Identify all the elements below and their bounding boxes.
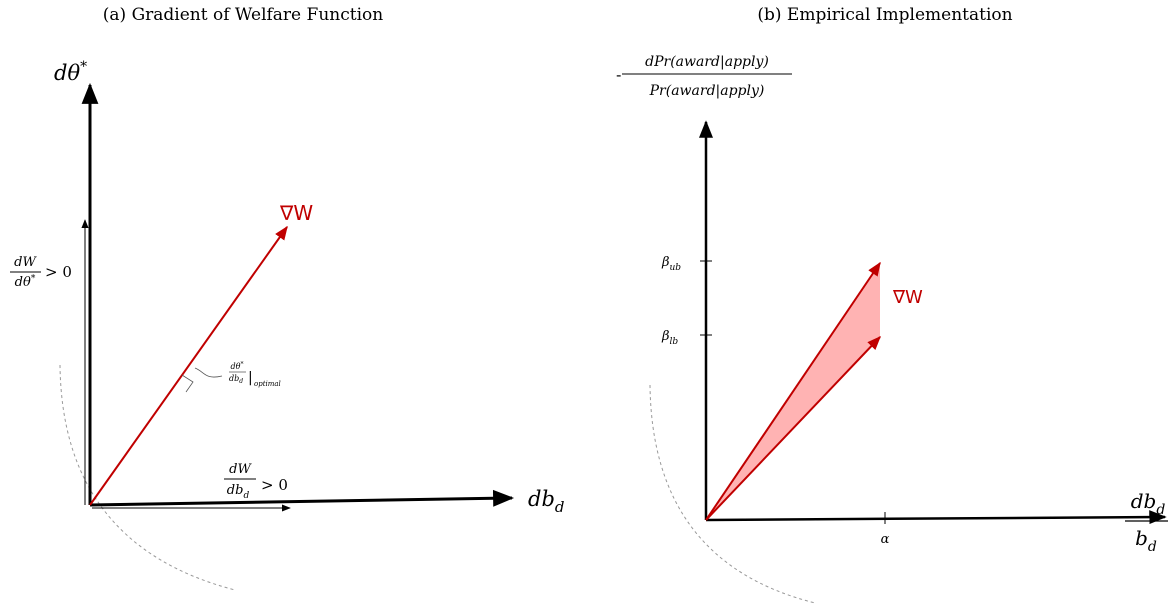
right-angle-marker <box>181 367 223 393</box>
fraction-numerator: dbd <box>1131 489 1166 518</box>
evaluation-bar: | <box>248 370 253 386</box>
fraction-numerator: dθ* <box>231 361 244 371</box>
label-part: * <box>31 274 36 284</box>
gradient-vector <box>89 225 288 506</box>
fraction-denominator: dbd <box>227 483 250 501</box>
fraction-numerator: dW <box>14 255 37 270</box>
optimal-condition: optimal <box>254 380 281 388</box>
y-axis-label: dθ* <box>54 59 87 85</box>
y-label-sign: - <box>616 66 621 84</box>
fraction-denominator: Pr(award|apply) <box>649 83 765 99</box>
x-axis-label: dbd <box>528 487 565 516</box>
dashed-arc <box>59 364 236 591</box>
fraction-numerator: dPr(award|apply) <box>645 54 769 70</box>
label-part: d <box>1156 502 1165 518</box>
label-part: db <box>528 487 555 511</box>
label-part: dθ <box>231 362 241 371</box>
fraction-denominator: dθ* <box>15 274 36 290</box>
x-axis <box>705 510 1167 525</box>
label-part: d <box>243 491 249 501</box>
label-part: db <box>229 374 239 383</box>
label-part: d <box>555 498 565 516</box>
fraction-denominator: dbd <box>229 374 243 385</box>
label-part: β <box>661 329 670 344</box>
fraction-denominator: bd <box>1135 526 1157 555</box>
label-part: d <box>1148 539 1157 555</box>
label-part: β <box>661 255 670 270</box>
label-part: lb <box>670 337 679 347</box>
relation: > 0 <box>45 263 72 281</box>
dashed-arc <box>649 384 816 604</box>
label-part: * <box>80 59 87 75</box>
y-tick-label: βlb <box>661 329 678 347</box>
panel-title: (a) Gradient of Welfare Function <box>103 5 383 25</box>
label-part: db <box>1131 489 1157 513</box>
label-part: d <box>239 378 243 385</box>
label-part: ub <box>670 263 682 273</box>
panel-title: (b) Empirical Implementation <box>757 5 1012 25</box>
fraction-numerator: dW <box>229 462 252 477</box>
label-part: * <box>240 361 243 368</box>
label-part: dθ <box>15 275 31 290</box>
label-part: db <box>227 483 244 498</box>
x-axis <box>89 489 515 507</box>
x-tick-label: α <box>881 532 890 547</box>
label-part: b <box>1135 526 1148 550</box>
upper-gradient-vector <box>705 261 881 521</box>
relation: > 0 <box>261 476 288 494</box>
lower-gradient-vector <box>705 335 881 521</box>
gradient-label: ∇W <box>892 287 923 308</box>
y-tick-label: βub <box>661 255 681 273</box>
gradient-label: ∇W <box>279 201 313 225</box>
label-part: dθ <box>54 61 80 85</box>
